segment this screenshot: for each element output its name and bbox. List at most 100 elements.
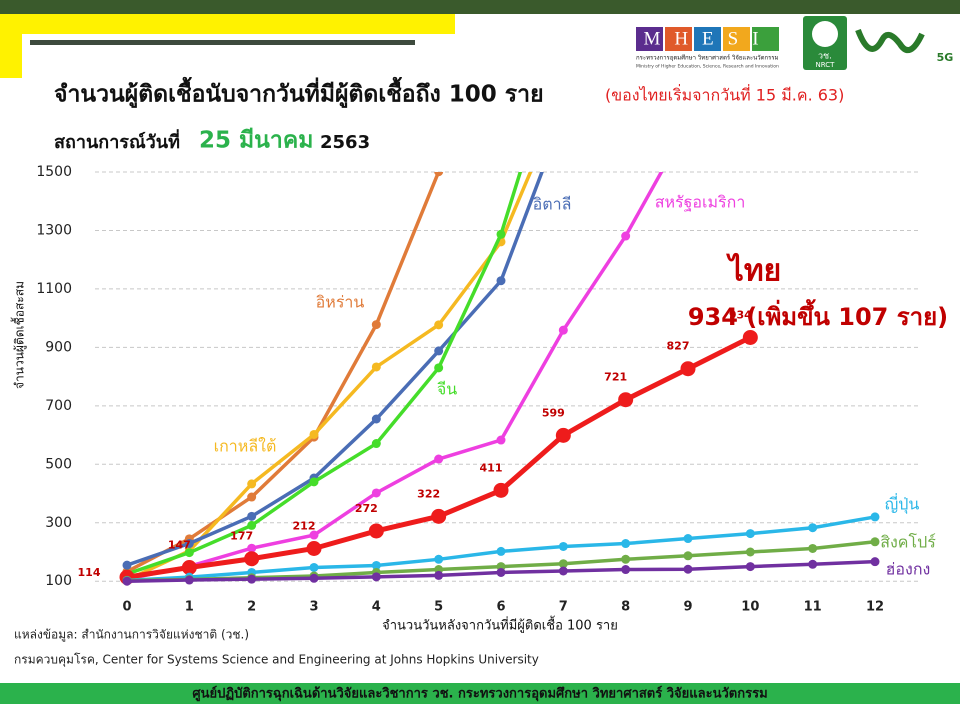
data-point — [434, 172, 444, 177]
legend-label: อิตาลี — [533, 195, 572, 214]
data-point — [618, 392, 634, 408]
x-tick-label: 0 — [122, 600, 131, 615]
y-tick-label: 100 — [45, 573, 72, 589]
logo-text: MHESI — [643, 28, 772, 49]
data-point — [745, 547, 755, 557]
series-line — [126, 172, 664, 581]
data-point — [870, 512, 880, 522]
data-label: 721 — [604, 371, 627, 384]
yellow-band — [0, 14, 455, 34]
legend-label: เกาหลีใต้ — [214, 437, 277, 456]
x-tick-label: 3 — [309, 600, 318, 615]
source: กรมควบคุมโรค, Center for Systems Science… — [14, 653, 539, 668]
chart-title: จำนวนผู้ติดเชื้อนับจากวันที่มีผู้ติดเชื้… — [54, 77, 544, 109]
data-point — [184, 548, 194, 558]
data-point — [247, 520, 257, 530]
legend-label: สิงคโปร์ — [880, 533, 936, 552]
y-tick-label: 700 — [45, 398, 72, 414]
data-point — [434, 570, 444, 580]
data-point — [247, 492, 257, 502]
data-point — [684, 120, 693, 129]
y-tick-label: 900 — [45, 339, 72, 355]
data-point — [621, 539, 631, 549]
data-point — [434, 346, 444, 356]
data-point — [431, 508, 447, 524]
data-point — [371, 439, 381, 449]
yellow-side — [0, 14, 22, 78]
data-point — [496, 229, 506, 239]
header-rule — [30, 40, 415, 45]
x-tick-label: 10 — [741, 600, 759, 615]
x-tick-label: 12 — [866, 600, 884, 615]
data-point — [309, 477, 319, 487]
top-band — [0, 0, 960, 14]
x-tick-label: 4 — [372, 600, 381, 615]
x-tick-label: 9 — [683, 600, 692, 615]
logo-mhesi: MHESI กระทรวงการอุดมศึกษา วิทยาศาสตร์ วิ… — [636, 27, 779, 70]
data-point — [309, 429, 319, 439]
data-point — [621, 565, 631, 575]
y-tick-label: 1100 — [36, 281, 72, 297]
subtitle: สถานการณ์วันที่ — [54, 129, 180, 153]
logo-caption: กระทรวงการอุดมศึกษา วิทยาศาสตร์ วิจัยและ… — [636, 54, 779, 62]
data-point — [371, 320, 381, 330]
annotation: 934 (เพิ่มขึ้น 107 ราย) — [688, 298, 948, 331]
y-tick-label: 300 — [45, 515, 72, 531]
legend-label: ฮ่องกง — [886, 560, 931, 579]
data-point — [181, 559, 197, 575]
data-point — [371, 488, 381, 498]
data-point — [808, 543, 818, 553]
data-point — [184, 575, 194, 585]
data-point — [309, 530, 319, 540]
x-tick-label: 1 — [185, 600, 194, 615]
data-point — [371, 414, 381, 424]
data-point — [558, 325, 568, 335]
footer-band — [0, 683, 960, 704]
legend-label: จีน — [437, 380, 457, 399]
data-point — [247, 511, 257, 521]
data-point — [870, 537, 880, 547]
data-point — [122, 560, 132, 570]
data-point — [808, 559, 818, 569]
plot-area — [119, 29, 880, 586]
data-point — [808, 523, 818, 533]
data-label: 599 — [542, 406, 565, 419]
x-tick-label: 2 — [247, 600, 256, 615]
data-point — [742, 329, 758, 345]
legend-label: อิหร่าน — [316, 293, 365, 312]
data-point — [683, 564, 693, 574]
x-tick-label: 11 — [804, 600, 822, 615]
x-tick-label: 7 — [559, 600, 568, 615]
data-label: 272 — [355, 502, 378, 515]
data-point — [434, 454, 444, 464]
source: แหล่งข้อมูล: สำนักงานการวิจัยแห่งชาติ (ว… — [14, 628, 249, 643]
data-point — [496, 435, 506, 445]
data-point — [496, 567, 506, 577]
legend-label: ไทย — [726, 253, 781, 289]
data-point — [122, 576, 132, 586]
data-point — [309, 573, 319, 583]
y-tick-label: 500 — [45, 456, 72, 472]
data-label: 177 — [230, 530, 253, 543]
data-point — [558, 566, 568, 576]
data-point — [496, 276, 506, 286]
data-point — [621, 231, 631, 241]
data-point — [555, 427, 571, 443]
data-point — [683, 534, 693, 544]
y-tick-label: 1300 — [36, 222, 72, 238]
data-point — [309, 562, 319, 572]
data-point — [434, 363, 444, 373]
data-point — [496, 546, 506, 556]
data-point — [306, 540, 322, 556]
data-point — [559, 29, 568, 38]
data-point — [680, 361, 696, 377]
data-point — [368, 523, 384, 539]
data-point — [621, 554, 631, 564]
logo-text: วช. — [818, 52, 832, 62]
x-tick-label: 6 — [496, 600, 505, 615]
title-note: (ของไทยเริ่มจากวันที่ 15 มี.ค. 63) — [605, 84, 844, 105]
x-tick-label: 8 — [621, 600, 630, 615]
x-axis-label: จำนวนวันหลังจากวันที่มีผู้ติดเชื้อ 100 ร… — [382, 616, 618, 634]
